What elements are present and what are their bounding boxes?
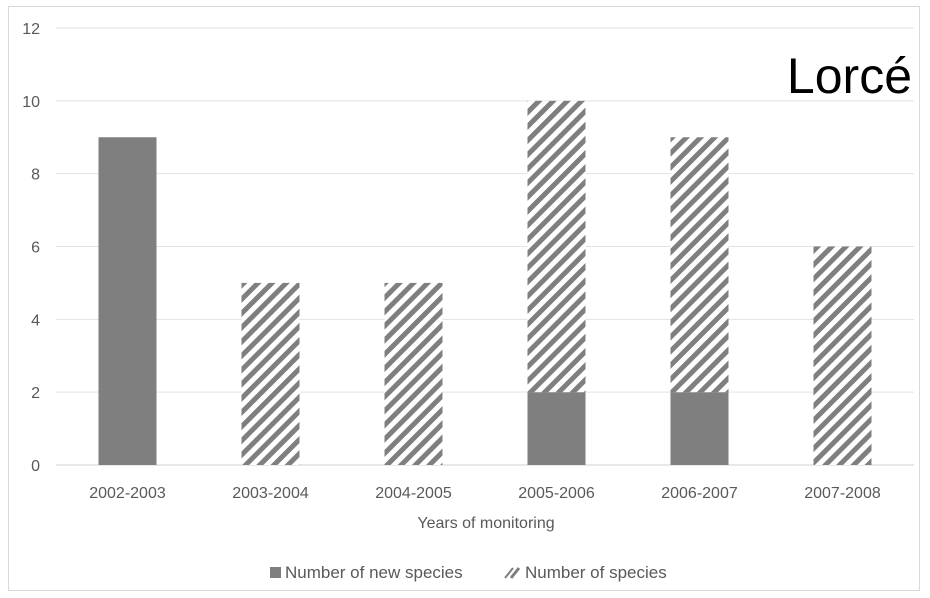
bar-species <box>241 282 300 465</box>
legend-swatch-species <box>504 567 521 579</box>
y-tick-label: 12 <box>22 21 40 38</box>
bar-new-species <box>670 392 729 465</box>
x-tick-label: 2006-2007 <box>661 485 738 502</box>
x-axis-title: Years of monitoring <box>417 515 554 532</box>
x-tick-label: 2005-2006 <box>518 485 595 502</box>
legend-swatch-new-species <box>270 567 281 578</box>
legend-label-species: Number of species <box>525 563 667 582</box>
y-tick-label: 2 <box>31 385 40 402</box>
y-tick-label: 4 <box>31 312 40 329</box>
bars <box>98 100 872 465</box>
x-axis-ticks: 2002-2003 2003-2004 2004-2005 2005-2006 2006… <box>89 485 881 502</box>
bar-species <box>527 100 586 393</box>
bar-species <box>670 137 729 393</box>
bar-new-species <box>527 392 586 465</box>
y-tick-label: 6 <box>31 240 40 257</box>
legend-label-new-species: Number of new species <box>285 563 463 582</box>
y-tick-label: 0 <box>31 458 40 475</box>
legend: Number of new species Number of species <box>270 563 667 582</box>
x-tick-label: 2007-2008 <box>804 485 881 502</box>
chart-frame <box>8 6 920 591</box>
y-tick-label: 8 <box>31 167 40 184</box>
y-axis-ticks: 0 2 4 6 8 10 12 <box>22 21 40 475</box>
gridlines <box>56 27 914 466</box>
bar-new-species <box>98 137 157 465</box>
bar-species <box>384 282 443 465</box>
panel-label: Lorcé <box>787 48 912 104</box>
x-tick-label: 2003-2004 <box>232 485 309 502</box>
bar-species <box>813 246 872 465</box>
y-tick-label: 10 <box>22 94 40 111</box>
x-tick-label: 2004-2005 <box>375 485 452 502</box>
x-tick-label: 2002-2003 <box>89 485 166 502</box>
